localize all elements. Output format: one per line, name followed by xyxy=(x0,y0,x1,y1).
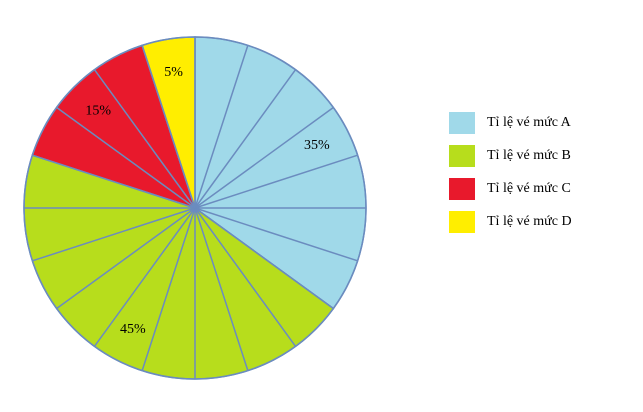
legend-label: Tỉ lệ vé mức A xyxy=(487,115,572,130)
divider-line xyxy=(93,69,196,209)
divider-line xyxy=(194,69,297,209)
divider-line xyxy=(141,207,196,371)
divider-line xyxy=(56,106,196,209)
legend-swatch xyxy=(449,112,475,134)
divider-line xyxy=(194,207,249,371)
legend-label: Tỉ lệ vé mức D xyxy=(487,214,572,229)
divider-line xyxy=(141,45,196,209)
legend-label: Tỉ lệ vé mức B xyxy=(487,148,571,163)
divider-line xyxy=(194,207,334,310)
legend-label: Tỉ lệ vé mức C xyxy=(487,181,571,196)
data-label: 35% xyxy=(304,138,330,153)
divider-line xyxy=(194,207,358,262)
data-label: 5% xyxy=(164,65,183,80)
data-label: 45% xyxy=(120,322,146,337)
divider-line xyxy=(194,45,249,209)
legend-swatch xyxy=(449,145,475,167)
pie-outline xyxy=(23,36,367,380)
data-label: 15% xyxy=(85,103,111,118)
legend-swatch xyxy=(449,211,475,233)
divider-line xyxy=(194,106,334,209)
divider-line xyxy=(56,207,196,310)
legend-swatch xyxy=(449,178,475,200)
divider-line xyxy=(194,154,358,209)
divider-line xyxy=(93,207,196,347)
divider-line xyxy=(32,154,196,209)
divider-line xyxy=(32,207,196,262)
divider-line xyxy=(194,207,297,347)
